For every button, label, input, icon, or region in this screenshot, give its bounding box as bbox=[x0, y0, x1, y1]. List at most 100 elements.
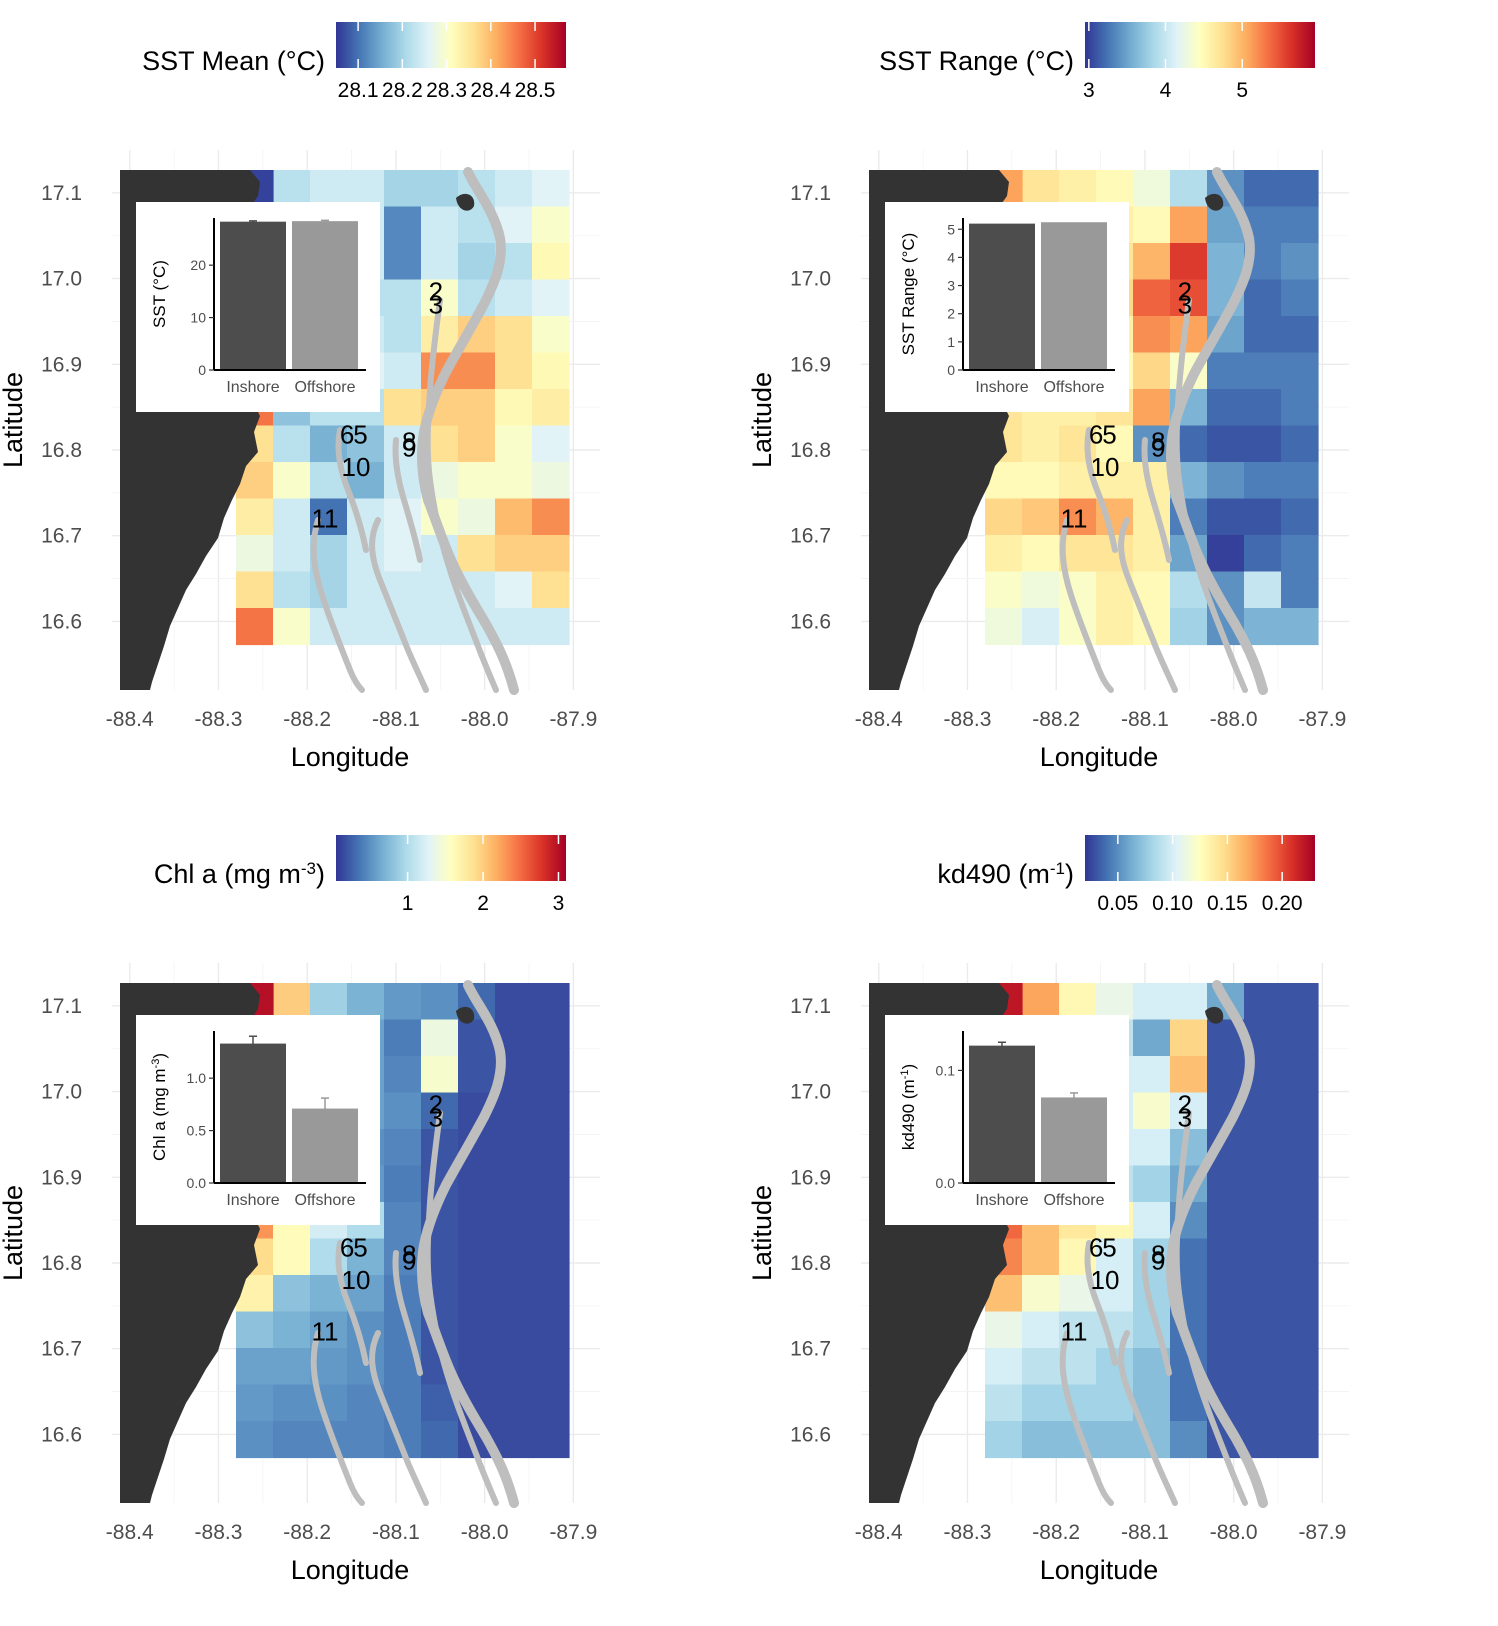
raster-cell bbox=[1170, 983, 1208, 1021]
site-label: 10 bbox=[1091, 1265, 1120, 1295]
legend-title-end: ) bbox=[1065, 859, 1074, 889]
y-axis-title: Latitude bbox=[0, 1185, 28, 1281]
raster-cell bbox=[310, 170, 348, 208]
raster-cell bbox=[1281, 243, 1319, 281]
raster-cell bbox=[384, 983, 422, 1021]
y-tick-label: 16.8 bbox=[41, 439, 82, 462]
raster-cell bbox=[1022, 1348, 1060, 1386]
raster-cell bbox=[1281, 1129, 1319, 1167]
raster-cell bbox=[458, 1238, 496, 1276]
reef-line bbox=[310, 1330, 365, 1506]
raster-cell bbox=[1133, 1129, 1171, 1167]
raster-cell bbox=[236, 1311, 274, 1349]
raster-cell bbox=[1022, 170, 1060, 208]
raster-cell bbox=[1281, 571, 1319, 609]
sst-range-map-panel: SST Range (°C) 3 4 5 2 3 6 5 8 9 10 11 -88.4 -88.3 -88… bbox=[749, 0, 1498, 813]
y-tick-label: 16.9 bbox=[790, 353, 831, 376]
raster-cell bbox=[421, 206, 459, 244]
raster-cell bbox=[1170, 243, 1208, 281]
raster-cell bbox=[236, 1348, 274, 1386]
y-tick-label: 16.6 bbox=[790, 1423, 831, 1446]
raster-cell bbox=[273, 1311, 311, 1349]
reef-line bbox=[335, 427, 369, 553]
raster-cell bbox=[1022, 1421, 1060, 1459]
raster-cell bbox=[384, 316, 422, 354]
reef-line bbox=[424, 1110, 499, 1506]
inset-y-tick-label: 10 bbox=[190, 310, 206, 326]
raster-cell bbox=[1244, 170, 1282, 208]
reef-line bbox=[369, 1330, 429, 1506]
raster-cell bbox=[495, 1384, 533, 1422]
site-label: 6 bbox=[340, 1233, 354, 1263]
legend-title: SST Range (°C) bbox=[879, 46, 1074, 76]
raster-cell bbox=[458, 1165, 496, 1203]
raster-cell bbox=[273, 1384, 311, 1422]
raster-cell bbox=[1281, 1348, 1319, 1386]
colorbar-tick-label: 0.10 bbox=[1152, 892, 1193, 915]
raster-cell bbox=[532, 206, 570, 244]
map-svg: SST Mean (°C) 28.1 28.2 28.3 28.4 28.5 23 65 89 1… bbox=[0, 22, 600, 772]
site-label: 5 bbox=[1102, 420, 1116, 450]
inset-bar-offshore bbox=[1041, 1097, 1107, 1182]
y-tick-label: 16.6 bbox=[41, 1423, 82, 1446]
raster-cell bbox=[532, 1202, 570, 1240]
x-tick-label: -88.1 bbox=[372, 1521, 420, 1544]
inset-bar-inshore bbox=[220, 1043, 286, 1182]
raster-cell bbox=[1170, 170, 1208, 208]
x-tick-label: -88.3 bbox=[944, 708, 992, 731]
caye-island bbox=[1205, 1006, 1224, 1024]
x-tick-label: -88.0 bbox=[461, 708, 509, 731]
raster-cell bbox=[1244, 462, 1282, 500]
colorbar-tick-label: 3 bbox=[1083, 79, 1095, 102]
raster-cell bbox=[273, 498, 311, 536]
raster-cell bbox=[1207, 1311, 1245, 1349]
reef-line bbox=[1059, 1330, 1114, 1506]
reef-line bbox=[1165, 980, 1268, 1508]
raster-cell bbox=[1244, 389, 1282, 427]
raster-cell bbox=[273, 1238, 311, 1276]
raster-cell bbox=[458, 535, 496, 573]
inset-y-axis-title: kd490 (m-1) bbox=[899, 1064, 918, 1150]
inset-category-label: Offshore bbox=[294, 379, 355, 396]
raster-cell bbox=[458, 1056, 496, 1094]
y-tick-label: 16.6 bbox=[790, 610, 831, 633]
reef-line bbox=[1141, 1250, 1172, 1376]
raster-cell bbox=[532, 608, 570, 646]
raster-cell bbox=[1133, 389, 1171, 427]
raster-cell bbox=[1244, 1202, 1282, 1240]
raster-cell bbox=[1244, 425, 1282, 463]
colorbar bbox=[336, 22, 566, 68]
inset-bar-offshore bbox=[292, 221, 358, 369]
raster-cell bbox=[1133, 1202, 1171, 1240]
raster-cell bbox=[1133, 170, 1171, 208]
y-axis-title: Latitude bbox=[749, 1185, 777, 1281]
raster-cell bbox=[273, 462, 311, 500]
raster-cell bbox=[1281, 279, 1319, 317]
raster-cell bbox=[532, 1384, 570, 1422]
raster-cell bbox=[273, 608, 311, 646]
reef-line bbox=[416, 980, 519, 1508]
raster-cell bbox=[1281, 425, 1319, 463]
raster-cell bbox=[532, 1275, 570, 1313]
raster-cell bbox=[1133, 1019, 1171, 1057]
site-label: 11 bbox=[311, 1317, 338, 1347]
raster-cell bbox=[1096, 1275, 1134, 1313]
x-tick-label: -88.4 bbox=[855, 708, 903, 731]
raster-cell bbox=[1207, 352, 1245, 390]
reef-line bbox=[1118, 517, 1178, 693]
raster-cell bbox=[236, 1421, 274, 1459]
raster-cell bbox=[1207, 1202, 1245, 1240]
raster-cell bbox=[236, 535, 274, 573]
reef-outlines bbox=[1059, 167, 1268, 695]
colorbar-tick-label: 5 bbox=[1236, 79, 1248, 102]
raster-cell bbox=[384, 243, 422, 281]
inset-bar-inshore bbox=[969, 1045, 1035, 1182]
colorbar-tick-label: 28.3 bbox=[426, 79, 467, 102]
legend-title: kd490 (m-1) bbox=[937, 859, 1074, 890]
raster-cell bbox=[1096, 425, 1134, 463]
inset-y-tick-label: 0.1 bbox=[936, 1062, 956, 1078]
raster-cell bbox=[1281, 983, 1319, 1021]
raster-cell bbox=[495, 389, 533, 427]
raster-cell bbox=[1244, 1384, 1282, 1422]
colorbar bbox=[336, 835, 566, 881]
